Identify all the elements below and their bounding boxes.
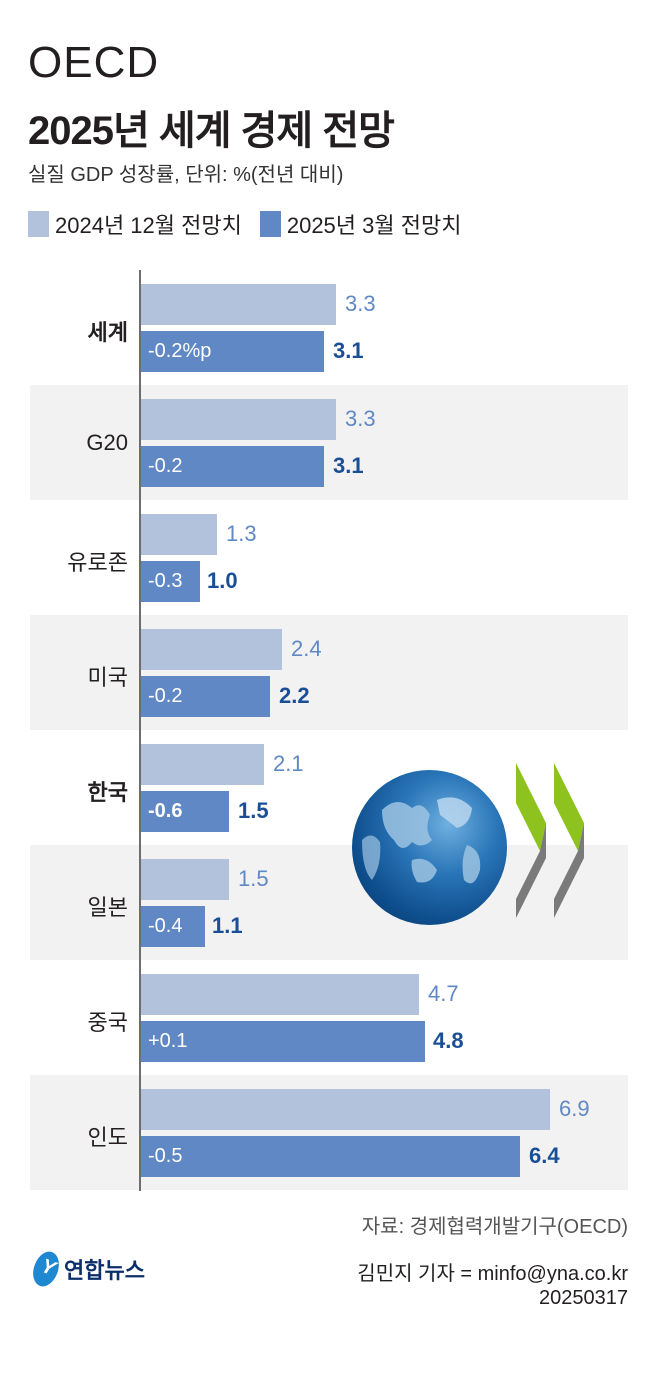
bar-curr: -0.5 bbox=[141, 1136, 520, 1177]
chart-title: 2025년 세계 경제 전망 bbox=[28, 109, 395, 153]
reporter-credit: 김민지 기자 = minfo@yna.co.kr bbox=[357, 1263, 628, 1285]
yonhap-logo-icon: Y bbox=[28, 1247, 64, 1291]
category-label: 세계 bbox=[87, 320, 128, 345]
category-label: G20 bbox=[86, 430, 128, 455]
value-curr: 1.0 bbox=[207, 568, 238, 593]
value-prev: 2.4 bbox=[291, 636, 322, 661]
change-label: -0.3 bbox=[148, 570, 183, 592]
bar-curr: +0.1 bbox=[141, 1021, 425, 1062]
yonhap-logo-text: 연합뉴스 bbox=[64, 1258, 145, 1283]
bar-curr: -0.2 bbox=[141, 446, 324, 487]
bar-curr: -0.4 bbox=[141, 906, 205, 947]
source-note: 자료: 경제협력개발기구(OECD) bbox=[361, 1216, 628, 1238]
oecd-chevron-logo-icon bbox=[516, 763, 596, 923]
value-curr: 4.8 bbox=[433, 1028, 464, 1053]
row-us bbox=[30, 615, 628, 730]
yonhap-logo: Y 연합뉴스 bbox=[28, 1247, 145, 1291]
bar-curr: -0.2%p bbox=[141, 331, 324, 372]
change-label: -0.2 bbox=[148, 455, 183, 477]
globe-icon bbox=[352, 770, 507, 925]
value-prev: 2.1 bbox=[273, 751, 304, 776]
category-label: 미국 bbox=[87, 665, 128, 690]
change-label: -0.4 bbox=[148, 915, 183, 937]
bar-prev bbox=[141, 744, 264, 785]
change-label: -0.2%p bbox=[148, 340, 212, 362]
legend-swatch-prev bbox=[28, 211, 49, 237]
value-curr: 1.5 bbox=[238, 798, 269, 823]
bar-prev bbox=[141, 1089, 550, 1130]
category-label: 한국 bbox=[87, 780, 128, 805]
value-prev: 3.3 bbox=[345, 291, 376, 316]
bar-prev bbox=[141, 399, 336, 440]
bar-prev bbox=[141, 284, 336, 325]
value-prev: 1.5 bbox=[238, 866, 269, 891]
bar-curr: -0.2 bbox=[141, 676, 270, 717]
bar-curr: -0.3 bbox=[141, 561, 200, 602]
value-curr: 3.1 bbox=[333, 338, 364, 363]
bar-prev bbox=[141, 514, 217, 555]
value-prev: 6.9 bbox=[559, 1096, 590, 1121]
value-curr: 3.1 bbox=[333, 453, 364, 478]
legend: 2024년 12월 전망치 2025년 3월 전망치 bbox=[28, 208, 479, 240]
kicker: OECD bbox=[28, 38, 160, 87]
bar-curr: -0.6 bbox=[141, 791, 229, 832]
legend-item-curr: 2025년 3월 전망치 bbox=[259, 208, 462, 240]
byline: 김민지 기자 = minfo@yna.co.kr 20250317 bbox=[357, 1262, 628, 1310]
value-prev: 3.3 bbox=[345, 406, 376, 431]
bar-prev bbox=[141, 974, 419, 1015]
change-label: -0.6 bbox=[148, 800, 183, 822]
bar-prev bbox=[141, 629, 282, 670]
category-label: 인도 bbox=[87, 1125, 128, 1150]
value-prev: 1.3 bbox=[226, 521, 257, 546]
value-curr: 6.4 bbox=[529, 1143, 560, 1168]
value-curr: 1.1 bbox=[212, 913, 243, 938]
category-label: 중국 bbox=[87, 1010, 128, 1035]
y-axis-line bbox=[139, 270, 141, 1191]
category-label: 일본 bbox=[87, 895, 128, 920]
change-label: -0.2 bbox=[148, 685, 183, 707]
value-curr: 2.2 bbox=[279, 683, 310, 708]
value-prev: 4.7 bbox=[428, 981, 459, 1006]
category-label: 유로존 bbox=[67, 550, 128, 575]
row-japan bbox=[30, 845, 628, 960]
change-label: -0.5 bbox=[148, 1145, 183, 1167]
chart-subtitle: 실질 GDP 성장률, 단위: %(전년 대비) bbox=[28, 164, 344, 186]
legend-label-prev: 2024년 12월 전망치 bbox=[55, 213, 242, 238]
change-label: +0.1 bbox=[148, 1030, 188, 1052]
bar-prev bbox=[141, 859, 229, 900]
legend-label-curr: 2025년 3월 전망치 bbox=[286, 213, 462, 238]
legend-item-prev: 2024년 12월 전망치 bbox=[28, 208, 242, 240]
publish-date: 20250317 bbox=[539, 1287, 628, 1309]
legend-swatch-curr bbox=[259, 211, 281, 237]
